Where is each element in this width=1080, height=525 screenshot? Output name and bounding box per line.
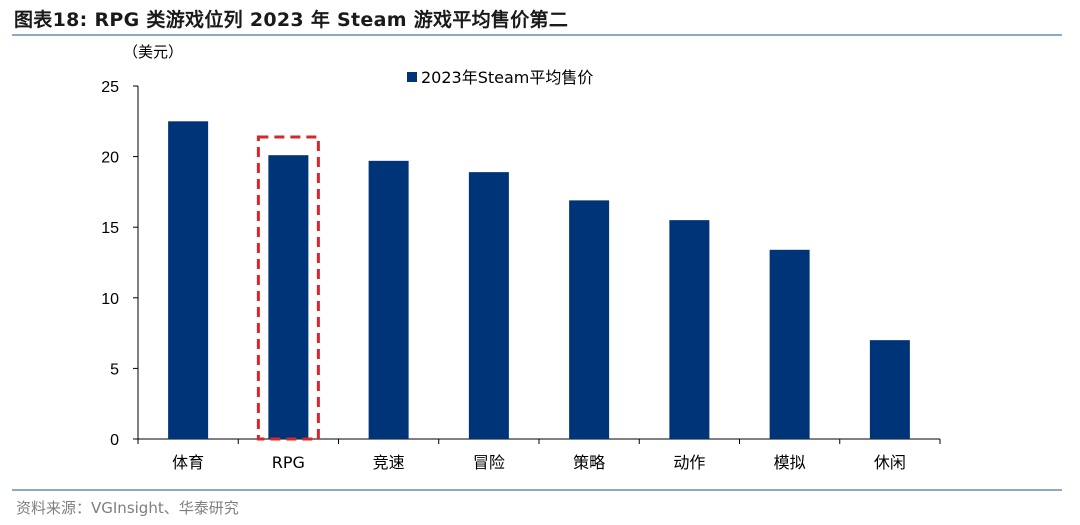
bar-竞速 — [368, 160, 409, 439]
y-tick-label: 5 — [110, 361, 119, 378]
chart-title: 图表18: RPG 类游戏位列 2023 年 Steam 游戏平均售价第二 — [14, 9, 569, 31]
bar-体育 — [168, 121, 209, 440]
y-axis-unit: （美元） — [123, 43, 183, 61]
x-category-label: 竞速 — [373, 453, 405, 472]
bar-策略 — [569, 200, 610, 439]
x-category-label: 体育 — [172, 453, 204, 472]
x-category-label: 模拟 — [774, 453, 806, 472]
title-rule — [12, 34, 1062, 36]
y-tick-label: 0 — [110, 432, 119, 449]
footer-rule — [12, 489, 1062, 491]
legend-swatch — [407, 72, 417, 82]
legend-label: 2023年Steam平均售价 — [421, 68, 593, 87]
bar-休闲 — [869, 340, 910, 439]
y-tick-label: 25 — [101, 79, 119, 96]
bar-动作 — [669, 220, 710, 439]
x-category-label: 冒险 — [473, 453, 505, 472]
bar-模拟 — [769, 249, 810, 439]
highlight-box — [256, 135, 320, 441]
x-category-label: RPG — [272, 453, 305, 472]
bar-RPG — [268, 155, 309, 440]
x-category-label: 休闲 — [874, 453, 906, 472]
bar-冒险 — [468, 172, 509, 439]
x-category-label: 动作 — [673, 453, 705, 472]
y-tick-label: 10 — [101, 291, 119, 308]
x-category-label: 策略 — [573, 453, 605, 472]
source-note: 资料来源：VGInsight、华泰研究 — [16, 499, 239, 517]
y-tick-label: 15 — [101, 220, 119, 237]
y-tick-label: 20 — [101, 150, 119, 167]
